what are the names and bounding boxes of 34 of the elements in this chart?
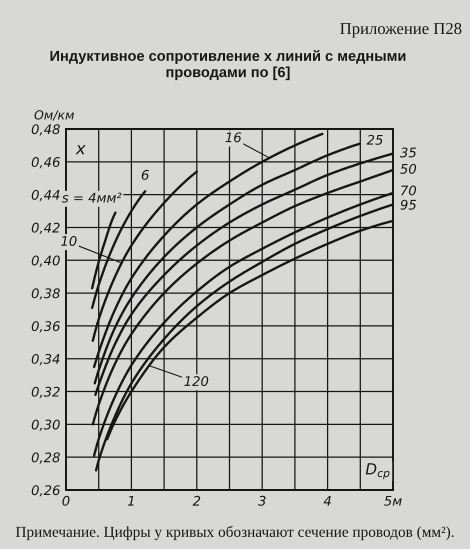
y-tick-label: 0,26 xyxy=(32,485,60,497)
text: Примечание. Цифры у кривых обозначают сечение проводов (мм²). xyxy=(16,526,454,540)
series-label: 6 xyxy=(142,170,149,180)
y-tick-label: 0,32 xyxy=(32,386,60,398)
y-tick-label: 0,28 xyxy=(32,452,60,464)
y-axis-title: x xyxy=(75,145,86,154)
y-tick-label: 0,38 xyxy=(32,288,60,300)
x-tick-label: 0 xyxy=(62,496,70,506)
series-label: 25 xyxy=(366,134,383,145)
x-tick-label: 2 xyxy=(192,496,200,506)
y-tick-label: 0,46 xyxy=(32,157,60,168)
y-tick-label: 0,30 xyxy=(32,420,60,431)
x-tick-label: 5м xyxy=(384,496,402,506)
series-label: s = 4мм² xyxy=(62,192,122,203)
y-tick-label: 0,36 xyxy=(32,321,60,332)
text: 10 xyxy=(61,236,77,246)
series-label: 50 xyxy=(400,164,416,174)
series-label: 35 xyxy=(400,147,416,158)
text: 16 xyxy=(226,132,242,142)
series-label: 95 xyxy=(400,200,416,210)
y-tick-label: 0,34 xyxy=(32,354,60,366)
x-tick-label: 1 xyxy=(128,496,134,506)
text: 120 xyxy=(184,376,208,386)
x-tick-label: 4 xyxy=(324,496,331,506)
y-tick-label: 0,42 xyxy=(32,222,60,234)
series-label: 70 xyxy=(401,185,416,196)
y-tick-label: 0,48 xyxy=(32,124,60,136)
text: Ом/км xyxy=(34,110,74,121)
x-axis-title: D$_{ср}$ xyxy=(366,463,390,480)
text: Приложение П28 xyxy=(340,22,462,38)
y-tick-label: 0,44 xyxy=(32,190,60,202)
chart-title: Индуктивное сопротивление x линий с медными проводами по [6] xyxy=(50,50,406,80)
x-tick-label: 3 xyxy=(258,496,266,506)
y-tick-label: 0,40 xyxy=(32,255,60,267)
